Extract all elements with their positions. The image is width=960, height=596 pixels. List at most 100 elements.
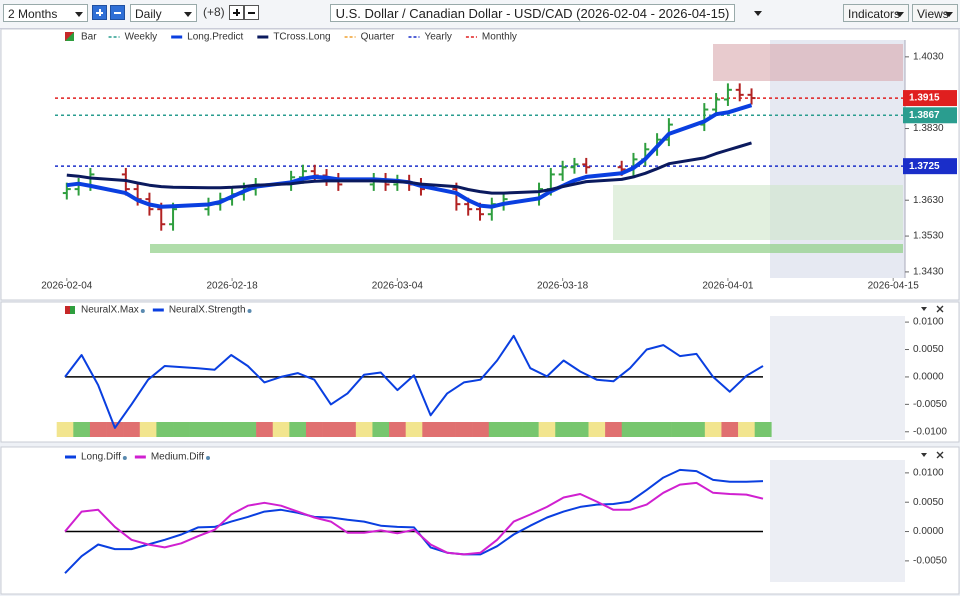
offset-minus-button[interactable] (244, 5, 259, 20)
state-cell (272, 422, 290, 437)
symbol-menu[interactable] (742, 4, 768, 22)
state-cell (106, 422, 124, 437)
state-cell (654, 422, 672, 437)
state-cell (688, 422, 706, 437)
legend-label: Weekly (125, 32, 158, 43)
y-tick-label: 0.0050 (913, 497, 944, 508)
y-tick-label: -0.0100 (913, 426, 947, 437)
state-cell (156, 422, 174, 437)
state-cell (438, 422, 456, 437)
panel-close-icons[interactable] (936, 305, 944, 459)
y-tick-label: 0.0050 (913, 344, 944, 355)
state-cell (73, 422, 91, 437)
range-label: 2 Months (8, 7, 58, 21)
legend-label: Bar (81, 32, 97, 43)
x-tick-label: 2026-02-04 (41, 281, 93, 292)
state-cell (455, 422, 473, 437)
future-zone (770, 460, 905, 582)
legend-icon (65, 306, 70, 314)
legend-dot (247, 309, 252, 313)
indicator-line (64, 468, 764, 574)
range-select[interactable]: 2 Months (3, 4, 88, 22)
state-cell (721, 422, 739, 437)
state-cell (355, 422, 373, 437)
indicators-label: Indicators (848, 7, 901, 21)
level-tag (903, 158, 957, 175)
state-cell (621, 422, 639, 437)
y-tick-label: 0.0100 (913, 468, 944, 479)
legend-dot (122, 456, 127, 460)
state-cell (422, 422, 440, 437)
support-band (150, 244, 903, 253)
legend-dot (206, 456, 211, 460)
indicator-line (66, 141, 752, 195)
y-tick-label: -0.0050 (913, 556, 947, 567)
indicator-line (64, 481, 764, 556)
state-cell (704, 422, 722, 437)
legend-label: Monthly (482, 32, 517, 43)
state-cell (189, 422, 207, 437)
interval-label: Daily (135, 7, 162, 21)
state-cell (173, 422, 190, 437)
state-cell (123, 422, 141, 437)
state-cell (289, 422, 307, 437)
state-cell (671, 422, 689, 437)
zoom-in-button[interactable] (92, 5, 107, 20)
resistance-zone (713, 44, 903, 81)
state-cell (372, 422, 390, 437)
y-tick-label: 1.3830 (913, 123, 944, 134)
state-cell (206, 422, 224, 437)
state-cell (339, 422, 357, 437)
state-cell (322, 422, 340, 437)
x-tick-label: 2026-03-18 (537, 281, 589, 292)
state-cell (738, 422, 755, 437)
indicators-button[interactable]: Indicators (843, 4, 909, 22)
state-cell (222, 422, 240, 437)
offset-plus-button[interactable] (229, 5, 244, 20)
title-text: U.S. Dollar / Canadian Dollar - USD/CAD … (335, 6, 730, 21)
y-tick-label: 0.0000 (913, 526, 944, 537)
state-cell (389, 422, 406, 437)
legend-label: NeuralX.Strength (169, 305, 246, 316)
state-cell (638, 422, 656, 437)
views-label: Views (917, 7, 949, 21)
state-cell (488, 422, 506, 437)
legend-label: TCross.Long (273, 32, 330, 43)
legend-label: Long.Diff (81, 452, 121, 463)
legend-label: Quarter (361, 32, 396, 43)
state-cell (239, 422, 257, 437)
state-cell (305, 422, 323, 437)
interval-select[interactable]: Daily (130, 4, 197, 22)
symbol-title[interactable]: U.S. Dollar / Canadian Dollar - USD/CAD … (330, 4, 735, 22)
legend-label: Yearly (424, 32, 451, 43)
state-cell (139, 422, 157, 437)
x-tick-label: 2026-04-15 (868, 281, 920, 292)
y-tick-label: 0.0100 (913, 317, 944, 328)
state-cell (538, 422, 556, 437)
legend-label: Medium.Diff (151, 452, 204, 463)
toolbar: 2 Months Daily (+8) U.S. Dollar / Canadi… (0, 0, 960, 29)
y-tick-label: 1.3530 (913, 231, 944, 242)
y-tick-label: 1.4030 (913, 51, 944, 62)
legend-icon (70, 306, 75, 314)
state-cell (571, 422, 589, 437)
state-cell (754, 422, 772, 437)
indicator-line (64, 334, 764, 429)
state-cell (472, 422, 490, 437)
views-button[interactable]: Views (912, 4, 958, 22)
state-cell (522, 422, 539, 437)
y-tick-label: -0.0050 (913, 399, 947, 410)
offset-label: (+8) (203, 5, 225, 19)
state-cell (56, 422, 74, 437)
chart-area: 1.4030 1.3830 1.3630 1.3530 1.3430 2026-02-04… (0, 28, 960, 595)
support-zone (613, 185, 903, 240)
x-tick-label: 2026-02-18 (207, 281, 259, 292)
legend-label: Long.Predict (187, 32, 243, 43)
y-tick-label: 0.0000 (913, 372, 944, 383)
future-zone (770, 316, 905, 440)
y-tick-label: 1.3630 (913, 195, 944, 206)
level-tag (903, 90, 957, 107)
state-cell (405, 422, 423, 437)
zoom-out-button[interactable] (110, 5, 125, 20)
